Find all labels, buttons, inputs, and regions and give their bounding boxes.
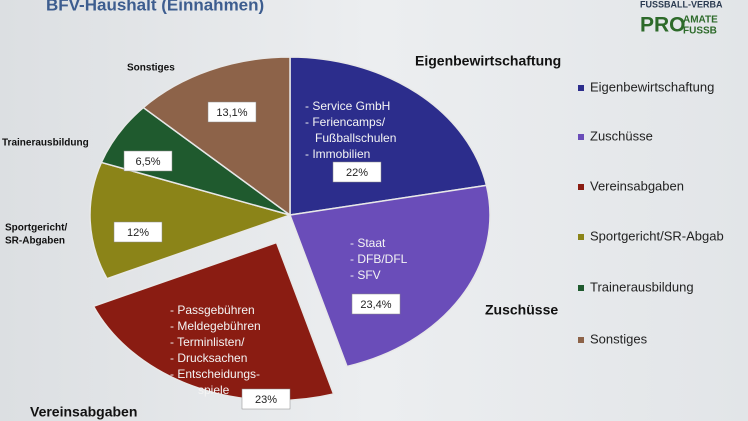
value-label: 13,1% (216, 107, 247, 119)
slice-label: Trainerausbildung (2, 138, 89, 149)
legend-label: Sonstiges (590, 331, 648, 346)
pie-slice (92, 241, 335, 402)
legend-marker (578, 285, 584, 291)
value-label-box (351, 293, 401, 315)
pie-slice (89, 161, 293, 280)
value-label: 22% (346, 167, 368, 179)
slice-detail: - Staat (350, 236, 386, 250)
slice-detail: spiele (198, 383, 230, 397)
slice-detail: - SFV (350, 268, 381, 282)
value-label: 23,4% (360, 299, 391, 311)
slice-label: Zuschüsse (485, 302, 558, 318)
legend-marker (578, 134, 584, 140)
pie-slice (142, 56, 291, 217)
chart-title: BFV-Haushalt (Einnahmen) (46, 0, 264, 14)
slice-detail: Fußballschulen (315, 131, 396, 145)
slice-detail: - Meldegebühren (170, 319, 261, 333)
pie-slice (288, 184, 491, 368)
value-label-box (241, 388, 291, 410)
legend-marker (578, 337, 584, 343)
slice-detail: - Terminlisten/ (170, 335, 245, 349)
slice-label: Vereinsabgaben (30, 404, 137, 420)
logo-text: PRO (640, 14, 686, 37)
logo-text: FUSSBALL-VERBA (640, 0, 723, 9)
value-label: 12% (127, 227, 149, 239)
slice-detail: - Feriencamps/ (305, 115, 386, 129)
logo-text: FUSSB (683, 26, 717, 37)
value-label-box (332, 161, 382, 183)
logo-text: AMATE (683, 15, 718, 26)
legend-marker (578, 234, 584, 240)
slice-detail: - Immobilien (305, 147, 370, 161)
slice-detail: - Drucksachen (170, 351, 247, 365)
slice-label: Sonstiges (127, 63, 175, 74)
legend-label: Eigenbewirtschaftung (590, 79, 714, 94)
legend-label: Sportgericht/SR-Abgab (590, 228, 724, 243)
legend-marker (578, 85, 584, 91)
slice-detail: - Passgebühren (170, 303, 255, 317)
value-label-box (113, 221, 163, 243)
slice-detail: - Entscheidungs- (170, 367, 260, 381)
legend-label: Trainerausbildung (590, 279, 694, 294)
value-label: 6,5% (135, 156, 160, 168)
value-label-box (123, 150, 173, 172)
legend-marker (578, 184, 584, 190)
value-label: 23% (255, 394, 277, 406)
slice-label: SR-Abgaben (5, 236, 65, 247)
legend-label: Vereinsabgaben (590, 178, 684, 193)
value-label-box (207, 101, 257, 123)
slice-label: Sportgericht/ (5, 223, 67, 234)
slice-label: Eigenbewirtschaftung (415, 53, 561, 69)
legend-label: Zuschüsse (590, 128, 653, 143)
slice-detail: - DFB/DFL (350, 252, 408, 266)
slice-detail: - Service GmbH (305, 99, 390, 113)
